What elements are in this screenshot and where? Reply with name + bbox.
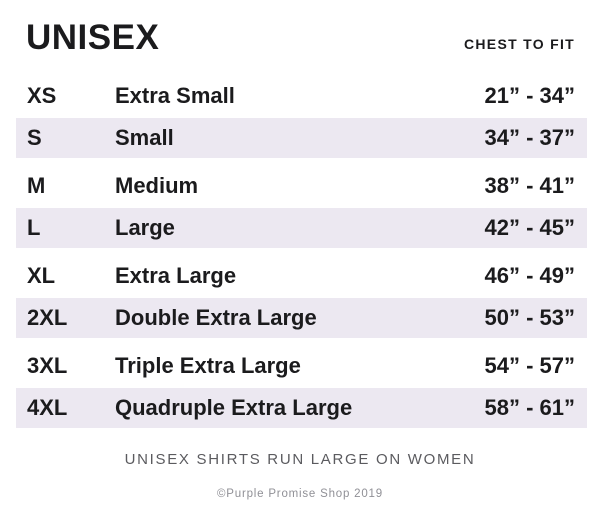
size-name: Triple Extra Large (115, 352, 301, 378)
size-code: M (27, 172, 46, 198)
size-code: 3XL (27, 352, 68, 378)
size-name: Extra Small (115, 82, 235, 108)
chest-to-fit-column-header: CHEST TO FIT (463, 36, 575, 52)
chest-range: 50” - 53” (484, 305, 576, 330)
chest-range: 58” - 61” (484, 395, 576, 420)
table-row-s: S Small 34” - 37” (16, 118, 587, 163)
size-code: XL (27, 262, 56, 288)
size-code: XS (27, 82, 57, 108)
size-name: Small (115, 125, 174, 150)
chest-range: 42” - 45” (484, 215, 576, 240)
size-table: XS Extra Small 21” - 34” S Small 34” - 3… (16, 73, 587, 433)
table-row-2xl: 2XL Double Extra Large 50” - 53” (16, 298, 587, 343)
chest-range: 54” - 57” (484, 352, 576, 378)
size-name: Large (115, 215, 175, 240)
size-name: Medium (115, 172, 199, 198)
chest-range: 34” - 37” (484, 125, 576, 150)
chest-range: 46” - 49” (484, 262, 576, 288)
table-row-xs: XS Extra Small 21” - 34” (16, 73, 587, 118)
table-row-m: M Medium 38” - 41” (16, 163, 587, 208)
table-row-l: L Large 42” - 45” (16, 208, 587, 253)
size-code: L (27, 215, 41, 240)
size-name: Extra Large (115, 262, 237, 288)
chest-range: 38” - 41” (484, 172, 576, 198)
size-code: S (27, 125, 42, 150)
size-code: 2XL (27, 305, 68, 330)
size-name: Double Extra Large (115, 305, 317, 330)
size-name: Quadruple Extra Large (115, 395, 353, 420)
copyright-line: ©Purple Promise Shop 2019 (217, 488, 383, 500)
table-row-3xl: 3XL Triple Extra Large 54” - 57” (16, 343, 587, 388)
table-row-xl: XL Extra Large 46” - 49” (16, 253, 587, 298)
table-row-4xl: 4XL Quadruple Extra Large 58” - 61” (16, 388, 587, 433)
page-title: UNISEX (26, 18, 160, 57)
size-code: 4XL (27, 395, 68, 420)
chest-range: 21” - 34” (484, 82, 576, 108)
fit-note: UNISEX SHIRTS RUN LARGE ON WOMEN (124, 451, 476, 468)
